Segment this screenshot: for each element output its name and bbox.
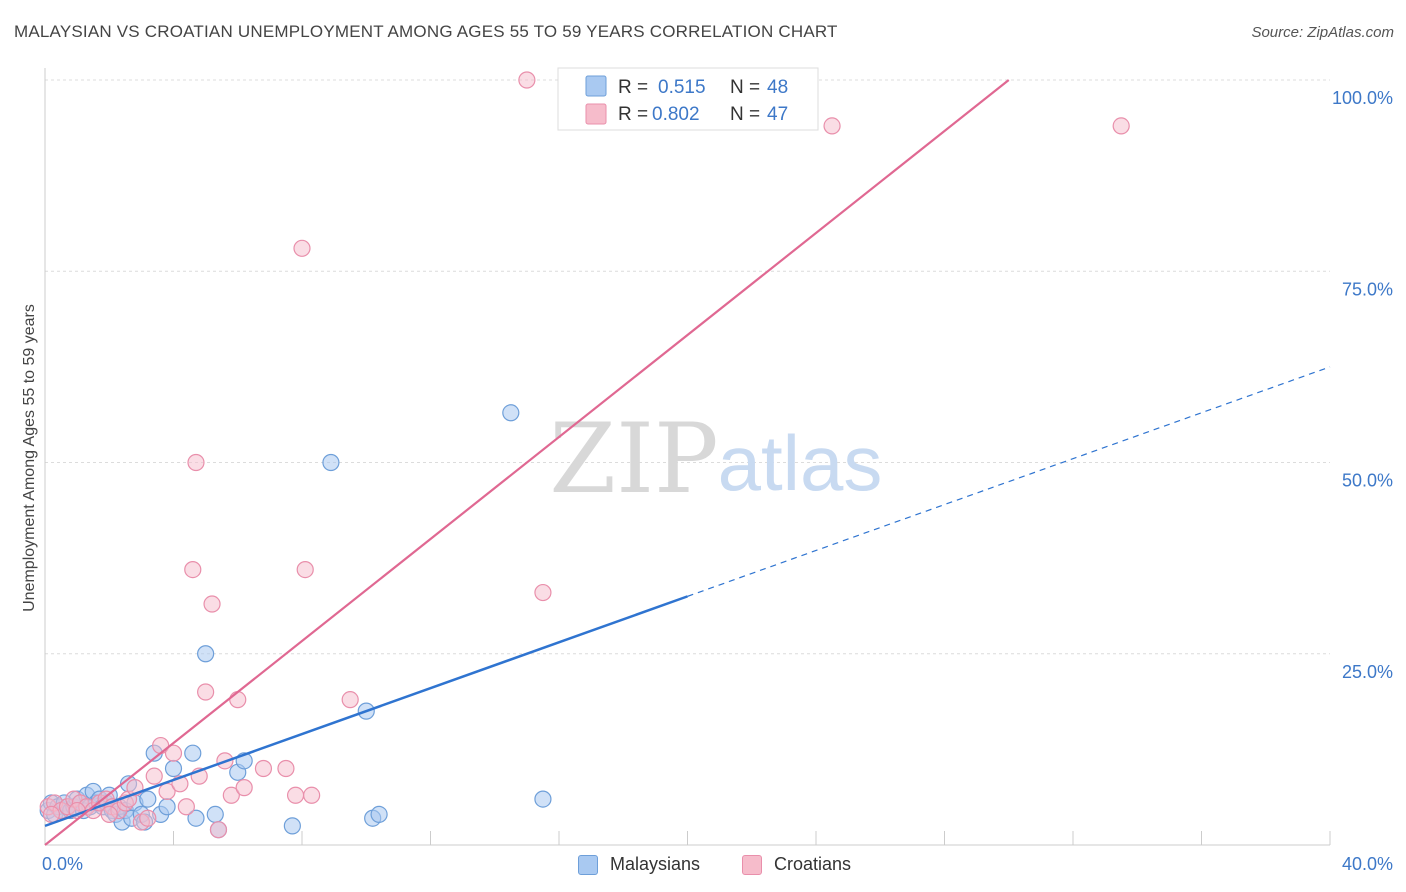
legend-item-malaysians[interactable]: Malaysians [578,854,700,875]
croatians-point [164,744,183,762]
source-label: Source: ZipAtlas.com [1251,24,1394,41]
croatians-point [139,809,157,827]
stats-legend: R = 0.515 N = 48 R = 0.802 N = 47 [557,67,819,131]
y-tick-label-75: 75.0% [1342,279,1393,299]
malaysians-point [164,759,183,778]
trend-lines [44,79,1331,846]
malaysians-points [39,404,552,839]
y-tick-label-50: 50.0% [1342,471,1393,491]
malaysians-point [158,798,176,816]
croatians-point [209,821,228,839]
malaysians-point [197,645,215,663]
croatians-point [286,786,305,804]
croatians-points [39,71,1130,839]
malaysians-point [322,453,340,472]
croatians-point [1112,117,1130,135]
bottom-legend: Malaysians Croatians [0,848,1406,882]
malaysians-trend-extension [687,366,1331,597]
malaysians-point [502,404,520,422]
legend-label-malaysians: Malaysians [610,854,701,874]
stats-n-value-malaysians: 48 [767,77,788,98]
malaysians-point [187,809,205,827]
x-tick-label-max: 40.0% [1342,854,1393,874]
croatians-point [518,71,536,89]
stats-legend-malaysians-swatch [585,75,607,97]
croatians-trend-line [44,79,1010,846]
stats-r-value-malaysians: 0.515 [658,77,706,98]
axes [44,68,1330,846]
malaysians-trend-line [44,595,688,828]
y-tick-label-25: 25.0% [1342,662,1393,682]
stats-r-value-croatians: 0.802 [652,104,700,125]
legend-item-croatians[interactable]: Croatians [742,854,851,875]
stats-n-label-croatians: N = [730,104,760,125]
croatians-point [42,805,61,824]
croatians-point [187,453,205,472]
legend-swatch-malaysians [578,854,598,875]
croatians-point [303,786,321,804]
croatians-point [184,560,202,579]
croatians-point [100,805,118,824]
stats-legend-croatians-swatch [585,103,607,125]
croatians-point [823,117,841,135]
croatians-point [222,786,240,804]
croatians-point [534,583,552,602]
croatians-point [235,779,253,797]
watermark-zip: ZIP [549,403,718,515]
croatians-point [277,759,295,778]
malaysians-point [370,805,388,824]
croatians-point [197,683,215,701]
croatians-point [296,560,314,579]
croatians-point [341,691,359,709]
malaysians-point [206,805,224,824]
y-tick-label-100: 100.0% [1332,88,1393,108]
croatians-point [254,759,273,778]
tick-labels: 25.0% 50.0% 75.0% 100.0% 0.0% 40.0% [42,88,1393,874]
croatians-point [293,239,311,257]
malaysians-point [534,790,552,808]
legend-label-croatians: Croatians [774,854,852,874]
croatians-point [229,691,247,709]
x-tick-label-min: 0.0% [42,854,83,874]
stats-n-value-croatians: 47 [767,104,788,125]
watermark-atlas: atlas [718,419,883,507]
croatians-point [177,798,195,816]
croatians-point [145,767,163,785]
malaysians-point [139,790,157,808]
chart-title: MALAYSIAN VS CROATIAN UNEMPLOYMENT AMONG… [14,22,838,41]
stats-r-label-croatians: R = [618,104,648,125]
stats-r-label-malaysians: R = [618,77,648,98]
croatians-point [203,595,221,613]
malaysians-point [184,744,202,762]
stats-n-label-malaysians: N = [730,77,760,98]
malaysians-point [283,817,301,835]
legend-swatch-croatians [742,854,762,875]
